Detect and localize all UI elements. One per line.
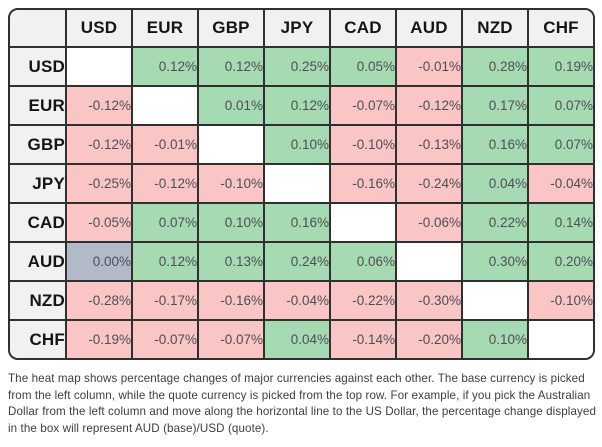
column-header-usd: USD	[65, 10, 131, 46]
cell-cad-usd: -0.05%	[65, 202, 131, 241]
cell-nzd-gbp: -0.16%	[197, 280, 263, 319]
cell-gbp-cad: -0.10%	[329, 124, 395, 163]
cell-eur-eur	[131, 85, 197, 124]
currency-heatmap-table: USD EUR GBP JPY CAD AUD NZD CHF USD 0.12% 0.12% 0.…	[8, 8, 595, 360]
cell-nzd-cad: -0.22%	[329, 280, 395, 319]
heatmap-caption: The heat map shows percentage changes of…	[8, 372, 597, 436]
cell-usd-jpy: 0.25%	[263, 46, 329, 85]
column-header-gbp: GBP	[197, 10, 263, 46]
column-header-jpy: JPY	[263, 10, 329, 46]
cell-jpy-chf: -0.04%	[527, 163, 593, 202]
header-row: USD EUR GBP JPY CAD AUD NZD CHF	[10, 10, 593, 46]
cell-eur-cad: -0.07%	[329, 85, 395, 124]
cell-chf-usd: -0.19%	[65, 319, 131, 358]
cell-aud-chf: 0.20%	[527, 241, 593, 280]
row-header-gbp: GBP	[10, 124, 65, 163]
cell-jpy-nzd: 0.04%	[461, 163, 527, 202]
page: USD EUR GBP JPY CAD AUD NZD CHF USD 0.12% 0.12% 0.…	[8, 8, 597, 436]
cell-aud-aud	[395, 241, 461, 280]
heatmap-header: USD EUR GBP JPY CAD AUD NZD CHF	[10, 10, 593, 46]
cell-chf-jpy: 0.04%	[263, 319, 329, 358]
cell-gbp-gbp	[197, 124, 263, 163]
cell-eur-aud: -0.12%	[395, 85, 461, 124]
row-header-aud: AUD	[10, 241, 65, 280]
cell-aud-usd: 0.00%	[65, 241, 131, 280]
cell-eur-gbp: 0.01%	[197, 85, 263, 124]
cell-chf-aud: -0.20%	[395, 319, 461, 358]
cell-usd-chf: 0.19%	[527, 46, 593, 85]
row-header-usd: USD	[10, 46, 65, 85]
row-header-eur: EUR	[10, 85, 65, 124]
cell-chf-nzd: 0.10%	[461, 319, 527, 358]
cell-jpy-cad: -0.16%	[329, 163, 395, 202]
cell-eur-chf: 0.07%	[527, 85, 593, 124]
row-header-jpy: JPY	[10, 163, 65, 202]
heatmap-row-eur: EUR -0.12% 0.01% 0.12% -0.07% -0.12% 0.17% 0.07…	[10, 85, 593, 124]
cell-cad-aud: -0.06%	[395, 202, 461, 241]
cell-cad-cad	[329, 202, 395, 241]
cell-eur-jpy: 0.12%	[263, 85, 329, 124]
heatmap-row-usd: USD 0.12% 0.12% 0.25% 0.05% -0.01% 0.28% 0.19%	[10, 46, 593, 85]
cell-eur-usd: -0.12%	[65, 85, 131, 124]
cell-jpy-gbp: -0.10%	[197, 163, 263, 202]
cell-jpy-eur: -0.12%	[131, 163, 197, 202]
cell-aud-gbp: 0.13%	[197, 241, 263, 280]
cell-cad-eur: 0.07%	[131, 202, 197, 241]
cell-nzd-eur: -0.17%	[131, 280, 197, 319]
cell-gbp-nzd: 0.16%	[461, 124, 527, 163]
row-header-nzd: NZD	[10, 280, 65, 319]
cell-eur-nzd: 0.17%	[461, 85, 527, 124]
cell-cad-gbp: 0.10%	[197, 202, 263, 241]
cell-cad-nzd: 0.22%	[461, 202, 527, 241]
cell-aud-nzd: 0.30%	[461, 241, 527, 280]
cell-chf-gbp: -0.07%	[197, 319, 263, 358]
column-header-nzd: NZD	[461, 10, 527, 46]
cell-chf-chf	[527, 319, 593, 358]
heatmap-row-aud: AUD 0.00% 0.12% 0.13% 0.24% 0.06% 0.30% 0.20%	[10, 241, 593, 280]
row-header-chf: CHF	[10, 319, 65, 358]
cell-usd-gbp: 0.12%	[197, 46, 263, 85]
heatmap-body: USD 0.12% 0.12% 0.25% 0.05% -0.01% 0.28% 0.19% E…	[10, 46, 593, 358]
column-header-eur: EUR	[131, 10, 197, 46]
cell-usd-nzd: 0.28%	[461, 46, 527, 85]
cell-usd-usd	[65, 46, 131, 85]
cell-cad-jpy: 0.16%	[263, 202, 329, 241]
cell-gbp-usd: -0.12%	[65, 124, 131, 163]
cell-nzd-jpy: -0.04%	[263, 280, 329, 319]
column-header-cad: CAD	[329, 10, 395, 46]
heatmap-row-nzd: NZD -0.28% -0.17% -0.16% -0.04% -0.22% -0.30% -…	[10, 280, 593, 319]
cell-usd-aud: -0.01%	[395, 46, 461, 85]
cell-gbp-jpy: 0.10%	[263, 124, 329, 163]
column-header-chf: CHF	[527, 10, 593, 46]
cell-cad-chf: 0.14%	[527, 202, 593, 241]
cell-gbp-chf: 0.07%	[527, 124, 593, 163]
corner-cell	[10, 10, 65, 46]
heatmap-row-cad: CAD -0.05% 0.07% 0.10% 0.16% -0.06% 0.22% 0.14%	[10, 202, 593, 241]
cell-gbp-eur: -0.01%	[131, 124, 197, 163]
cell-usd-eur: 0.12%	[131, 46, 197, 85]
cell-nzd-usd: -0.28%	[65, 280, 131, 319]
column-header-aud: AUD	[395, 10, 461, 46]
cell-jpy-usd: -0.25%	[65, 163, 131, 202]
cell-jpy-jpy	[263, 163, 329, 202]
cell-nzd-nzd	[461, 280, 527, 319]
heatmap-row-chf: CHF -0.19% -0.07% -0.07% 0.04% -0.14% -0.20% 0.…	[10, 319, 593, 358]
cell-aud-eur: 0.12%	[131, 241, 197, 280]
cell-jpy-aud: -0.24%	[395, 163, 461, 202]
cell-aud-cad: 0.06%	[329, 241, 395, 280]
heatmap-row-jpy: JPY -0.25% -0.12% -0.10% -0.16% -0.24% 0.04% -0…	[10, 163, 593, 202]
cell-chf-cad: -0.14%	[329, 319, 395, 358]
heatmap-row-gbp: GBP -0.12% -0.01% 0.10% -0.10% -0.13% 0.16% 0.0…	[10, 124, 593, 163]
cell-nzd-aud: -0.30%	[395, 280, 461, 319]
cell-aud-jpy: 0.24%	[263, 241, 329, 280]
row-header-cad: CAD	[10, 202, 65, 241]
cell-chf-eur: -0.07%	[131, 319, 197, 358]
cell-gbp-aud: -0.13%	[395, 124, 461, 163]
cell-nzd-chf: -0.10%	[527, 280, 593, 319]
cell-usd-cad: 0.05%	[329, 46, 395, 85]
